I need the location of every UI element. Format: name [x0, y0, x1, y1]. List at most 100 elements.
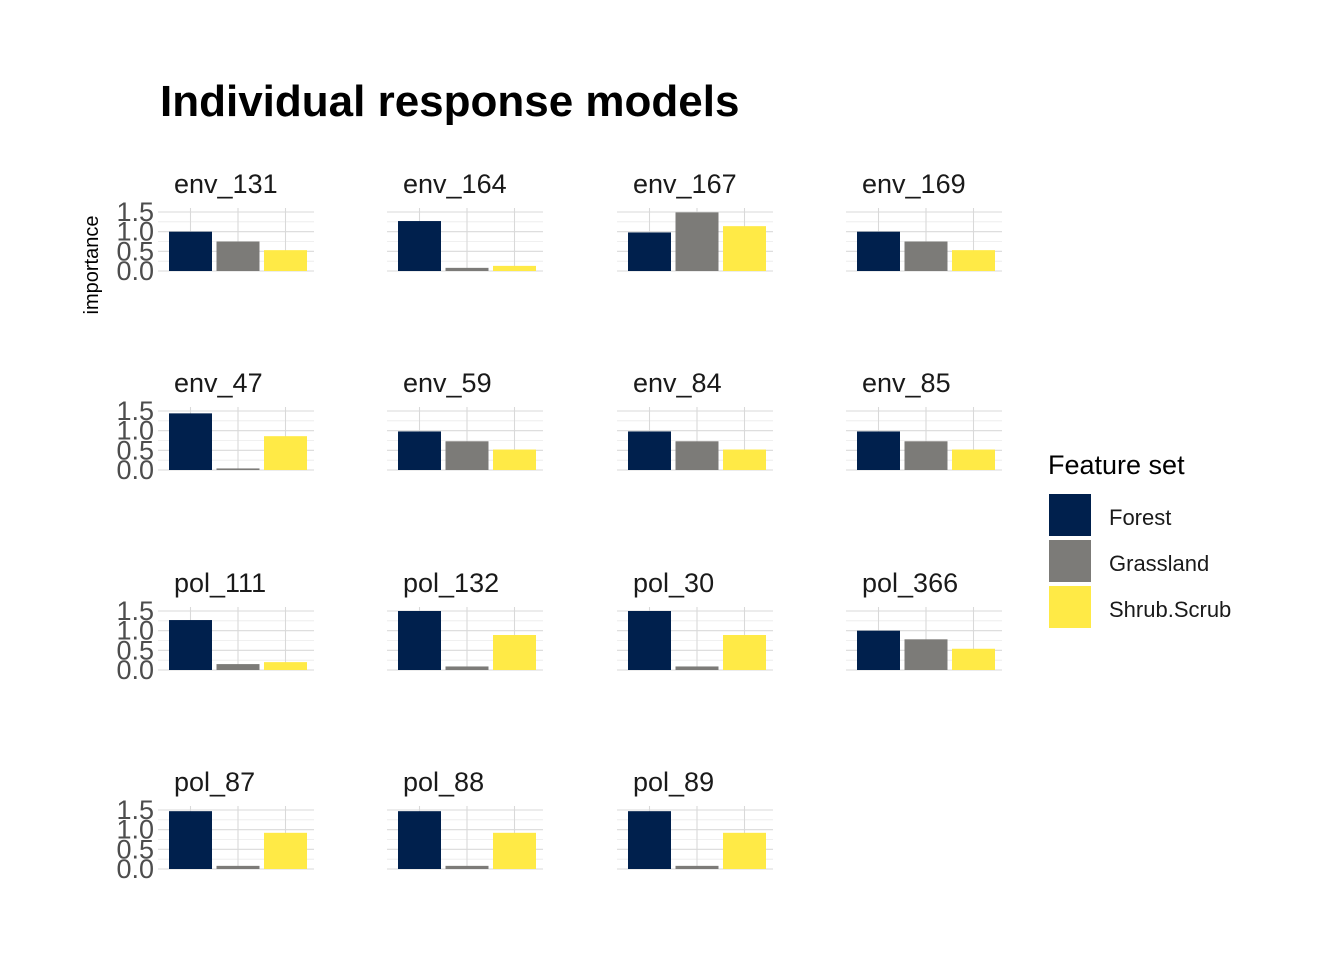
facet-label: pol_87	[174, 767, 255, 797]
y-tick-label: 0.5	[116, 635, 154, 665]
bar-grassland	[445, 865, 489, 869]
facet-env_164: env_164	[387, 169, 543, 272]
legend-swatch-forest	[1049, 494, 1091, 536]
facet-label: env_169	[862, 169, 966, 199]
bar-grassland	[445, 441, 489, 470]
bar-forest	[628, 811, 671, 869]
bar-forest	[628, 232, 671, 271]
bar-forest	[398, 431, 441, 470]
facet-label: pol_111	[174, 568, 266, 598]
y-tick-label: 1.5	[116, 396, 154, 426]
chart-title: Individual response models	[160, 77, 739, 126]
y-axis-title: importance	[81, 216, 103, 315]
y-tick-label: 1.0	[116, 416, 154, 446]
facet-label: env_84	[633, 368, 722, 398]
facet-env_84: env_84	[617, 368, 773, 471]
y-tick-label: 0.0	[116, 455, 154, 485]
facet-env_167: env_167	[617, 169, 773, 272]
y-tick-label: 0.0	[116, 655, 154, 685]
y-tick-label: 1.5	[116, 197, 154, 227]
bar-shrub-scrub	[493, 832, 536, 869]
facet-env_85: env_85	[846, 368, 1002, 471]
bar-grassland	[904, 241, 948, 271]
bar-shrub-scrub	[952, 250, 995, 271]
y-tick-label: 1.0	[116, 616, 154, 646]
bar-shrub-scrub	[952, 648, 995, 670]
bar-shrub-scrub	[493, 265, 536, 271]
y-tick-label: 1.0	[116, 217, 154, 247]
bar-shrub-scrub	[264, 436, 307, 470]
bar-grassland	[675, 865, 719, 869]
bar-forest	[398, 611, 441, 670]
facet-pol_132: pol_132	[387, 568, 543, 671]
bar-grassland	[904, 639, 948, 670]
bar-grassland	[904, 441, 948, 470]
y-tick-label: 0.0	[116, 854, 154, 884]
bar-grassland	[675, 212, 719, 271]
bar-forest	[169, 231, 212, 271]
bar-grassland	[216, 664, 260, 670]
bar-grassland	[445, 267, 489, 271]
facet-label: pol_88	[403, 767, 484, 797]
y-tick-label: 1.0	[116, 815, 154, 845]
facet-env_47: env_47 0.00.51.01.5	[116, 368, 314, 485]
facet-pol_30: pol_30	[617, 568, 773, 671]
bar-forest	[169, 413, 212, 470]
facet-label: env_85	[862, 368, 951, 398]
bar-grassland	[675, 666, 719, 670]
y-tick-label: 0.0	[116, 256, 154, 286]
bar-forest	[398, 811, 441, 869]
facet-pol_87: pol_87 0.00.51.01.5	[116, 767, 314, 884]
y-tick-label: 0.5	[116, 236, 154, 266]
facet-label: env_164	[403, 169, 507, 199]
bar-shrub-scrub	[264, 832, 307, 869]
bar-forest	[169, 811, 212, 869]
bar-shrub-scrub	[264, 662, 307, 670]
legend-label-forest: Forest	[1109, 505, 1171, 530]
y-tick-label: 0.5	[116, 834, 154, 864]
facet-label: pol_366	[862, 568, 958, 598]
bar-forest	[628, 431, 671, 470]
facet-label: env_59	[403, 368, 492, 398]
bar-shrub-scrub	[952, 449, 995, 470]
legend-swatch-grassland	[1049, 540, 1091, 582]
bar-forest	[857, 630, 900, 670]
facet-label: pol_30	[633, 568, 714, 598]
bar-forest	[857, 231, 900, 271]
bar-grassland	[445, 666, 489, 670]
facet-pol_88: pol_88	[387, 767, 543, 870]
facet-pol_366: pol_366	[846, 568, 1002, 671]
legend-label-grassland: Grassland	[1109, 551, 1209, 576]
facet-env_131: env_131 0.00.51.01.5	[116, 169, 314, 286]
bar-grassland	[216, 241, 260, 271]
bar-forest	[628, 611, 671, 670]
y-tick-label: 1.5	[116, 795, 154, 825]
facet-label: env_131	[174, 169, 278, 199]
facet-label: env_167	[633, 169, 737, 199]
facet-pol_111: pol_111 0.00.51.01.5	[116, 568, 314, 685]
bar-grassland	[216, 865, 260, 869]
bar-shrub-scrub	[723, 634, 766, 670]
bar-shrub-scrub	[723, 832, 766, 869]
y-tick-label: 1.5	[116, 596, 154, 626]
bar-forest	[398, 221, 441, 271]
bar-shrub-scrub	[264, 250, 307, 271]
legend-title: Feature set	[1048, 450, 1185, 480]
legend-swatch-shrub-scrub	[1049, 586, 1091, 628]
facet-env_59: env_59	[387, 368, 543, 471]
y-tick-label: 0.5	[116, 435, 154, 465]
bar-shrub-scrub	[493, 634, 536, 670]
bar-shrub-scrub	[723, 226, 766, 271]
legend: Feature set Forest Grassland Shrub.Scrub	[1048, 450, 1231, 628]
facet-label: pol_132	[403, 568, 499, 598]
facet-pol_89: pol_89	[617, 767, 773, 870]
legend-label-shrub-scrub: Shrub.Scrub	[1109, 597, 1231, 622]
facet-label: pol_89	[633, 767, 714, 797]
bar-shrub-scrub	[493, 449, 536, 470]
bar-grassland	[216, 468, 260, 470]
bar-forest	[169, 620, 212, 670]
facet-label: env_47	[174, 368, 263, 398]
bar-shrub-scrub	[723, 449, 766, 470]
